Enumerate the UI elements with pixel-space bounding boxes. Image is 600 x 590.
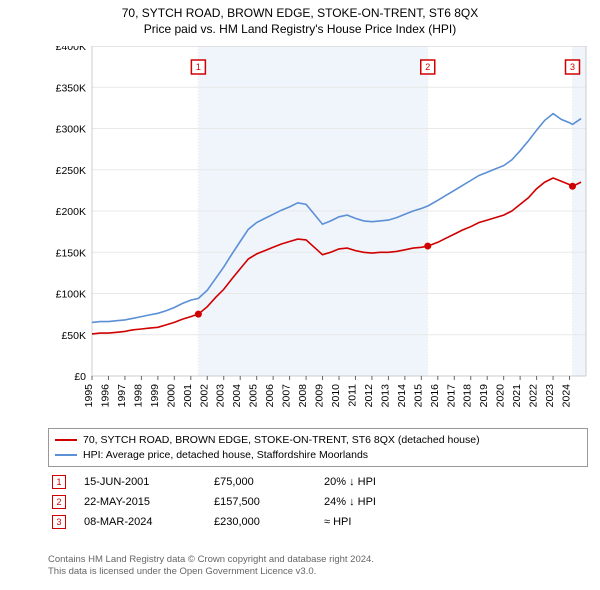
legend-row-property: 70, SYTCH ROAD, BROWN EDGE, STOKE-ON-TRE…	[55, 433, 581, 448]
svg-text:2022: 2022	[528, 384, 540, 408]
svg-text:£150K: £150K	[56, 247, 86, 259]
event-price-2: £157,500	[214, 496, 324, 508]
event-row-1: 1 15-JUN-2001 £75,000 20% ↓ HPI	[48, 472, 588, 492]
event-price-3: £230,000	[214, 516, 324, 528]
event-delta-1: 20% ↓ HPI	[324, 476, 444, 488]
svg-text:2002: 2002	[198, 384, 210, 408]
event-delta-2: 24% ↓ HPI	[324, 496, 444, 508]
svg-text:1: 1	[196, 62, 201, 72]
legend-swatch-hpi	[55, 454, 77, 456]
svg-text:1996: 1996	[99, 384, 111, 408]
svg-text:2020: 2020	[495, 384, 507, 408]
svg-text:1998: 1998	[132, 384, 144, 408]
svg-text:2008: 2008	[297, 384, 309, 408]
chart-svg: £0 £50K £100K £150K £200K £250K £300K £350K £400…	[48, 46, 588, 416]
svg-text:2015: 2015	[412, 384, 424, 408]
svg-text:2005: 2005	[248, 384, 260, 408]
svg-text:2010: 2010	[330, 384, 342, 408]
legend-label-property: 70, SYTCH ROAD, BROWN EDGE, STOKE-ON-TRE…	[83, 433, 480, 448]
svg-text:2013: 2013	[379, 384, 391, 408]
event-row-3: 3 08-MAR-2024 £230,000 ≈ HPI	[48, 512, 588, 532]
svg-text:2019: 2019	[478, 384, 490, 408]
title-subtitle: Price paid vs. HM Land Registry's House …	[0, 22, 600, 36]
event-date-3: 08-MAR-2024	[84, 516, 214, 528]
svg-text:2023: 2023	[544, 384, 556, 408]
legend-swatch-property	[55, 439, 77, 441]
svg-text:2007: 2007	[281, 384, 293, 408]
svg-text:2016: 2016	[429, 384, 441, 408]
svg-text:1995: 1995	[83, 384, 95, 408]
svg-text:3: 3	[570, 62, 575, 72]
svg-text:2000: 2000	[165, 384, 177, 408]
event-row-2: 2 22-MAY-2015 £157,500 24% ↓ HPI	[48, 492, 588, 512]
svg-text:£400K: £400K	[56, 46, 86, 53]
title-block: 70, SYTCH ROAD, BROWN EDGE, STOKE-ON-TRE…	[0, 0, 600, 38]
svg-text:2021: 2021	[511, 384, 523, 408]
event-date-1: 15-JUN-2001	[84, 476, 214, 488]
svg-text:1999: 1999	[149, 384, 161, 408]
svg-text:2012: 2012	[363, 384, 375, 408]
title-address: 70, SYTCH ROAD, BROWN EDGE, STOKE-ON-TRE…	[0, 6, 600, 20]
svg-text:2018: 2018	[462, 384, 474, 408]
svg-text:2004: 2004	[231, 384, 243, 408]
svg-text:1997: 1997	[116, 384, 128, 408]
legend-label-hpi: HPI: Average price, detached house, Staf…	[83, 448, 368, 463]
svg-text:2003: 2003	[215, 384, 227, 408]
event-marker-2: 2	[52, 495, 66, 509]
svg-text:2001: 2001	[182, 384, 194, 408]
event-delta-3: ≈ HPI	[324, 516, 444, 528]
svg-text:£250K: £250K	[56, 165, 86, 177]
svg-text:2017: 2017	[445, 384, 457, 408]
events-table: 1 15-JUN-2001 £75,000 20% ↓ HPI 2 22-MAY…	[48, 472, 588, 532]
svg-text:£100K: £100K	[56, 289, 86, 301]
legend-box: 70, SYTCH ROAD, BROWN EDGE, STOKE-ON-TRE…	[48, 428, 588, 467]
svg-text:2014: 2014	[396, 384, 408, 408]
chart-container: 70, SYTCH ROAD, BROWN EDGE, STOKE-ON-TRE…	[0, 0, 600, 590]
svg-text:£200K: £200K	[56, 206, 86, 218]
footer-line1: Contains HM Land Registry data © Crown c…	[48, 554, 588, 566]
chart-area: £0 £50K £100K £150K £200K £250K £300K £350K £400…	[48, 46, 588, 416]
svg-text:£50K: £50K	[61, 330, 86, 342]
svg-text:2011: 2011	[346, 384, 358, 407]
event-date-2: 22-MAY-2015	[84, 496, 214, 508]
event-marker-3: 3	[52, 515, 66, 529]
event-price-1: £75,000	[214, 476, 324, 488]
svg-text:2: 2	[425, 62, 430, 72]
svg-text:2009: 2009	[314, 384, 326, 408]
svg-text:£350K: £350K	[56, 82, 86, 94]
svg-text:£0: £0	[74, 371, 86, 383]
footer-line2: This data is licensed under the Open Gov…	[48, 566, 588, 578]
event-marker-1: 1	[52, 475, 66, 489]
svg-text:2024: 2024	[561, 384, 573, 408]
footer-note: Contains HM Land Registry data © Crown c…	[48, 554, 588, 578]
legend-row-hpi: HPI: Average price, detached house, Staf…	[55, 448, 581, 463]
svg-text:£300K: £300K	[56, 124, 86, 136]
svg-text:2006: 2006	[264, 384, 276, 408]
